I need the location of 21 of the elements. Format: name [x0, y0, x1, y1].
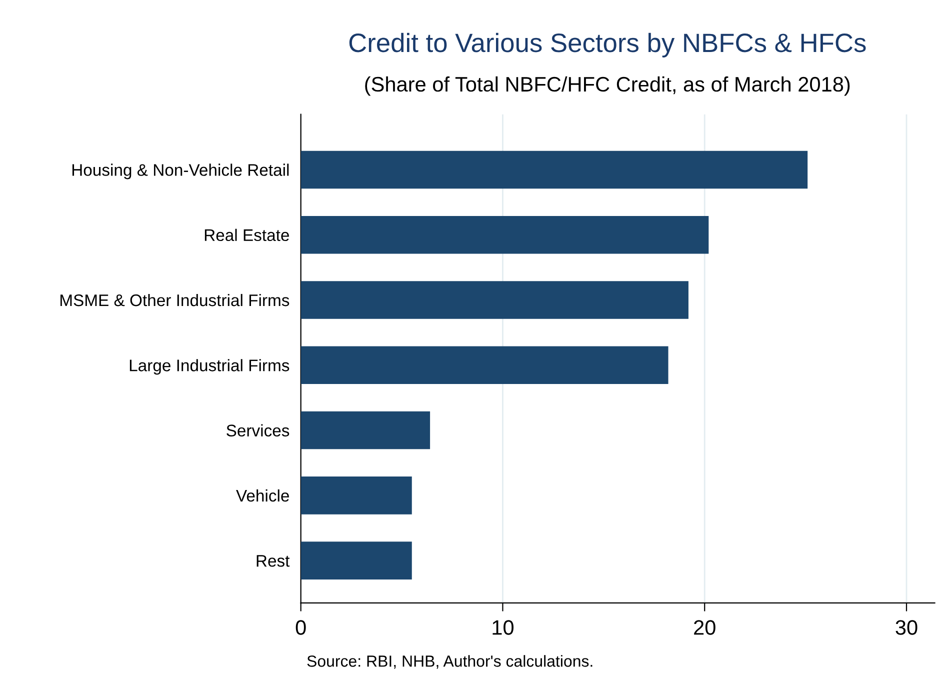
- bar: [300, 216, 709, 254]
- bar: [300, 281, 688, 319]
- y-tick-label: Real Estate: [204, 228, 289, 242]
- chart-title: Credit to Various Sectors by NBFCs & HFCs: [349, 32, 866, 58]
- x-tick-label: 10: [492, 620, 514, 635]
- bar: [300, 346, 668, 384]
- source-note: Source: RBI, NHB, Author's calculations.: [307, 655, 592, 669]
- y-tick-label: Services: [226, 424, 290, 436]
- y-tick-label: Rest: [256, 555, 290, 567]
- bar: [300, 476, 412, 514]
- bar: [300, 150, 808, 189]
- y-tick-label: Large Industrial Firms: [130, 359, 290, 375]
- y-tick-label: MSME & Other Industrial Firms: [60, 294, 290, 306]
- y-tick-label: Housing & Non-Vehicle Retail: [72, 164, 289, 180]
- chart-subtitle: (Share of Total NBFC/HFC Credit, as of March 2018): [365, 76, 850, 96]
- x-tick-label: 0: [296, 620, 306, 635]
- bar: [300, 411, 430, 450]
- bar: [300, 542, 412, 580]
- x-tick-label: 30: [896, 620, 918, 635]
- y-tick-label: Vehicle: [236, 489, 289, 502]
- x-tick-label: 20: [694, 620, 716, 635]
